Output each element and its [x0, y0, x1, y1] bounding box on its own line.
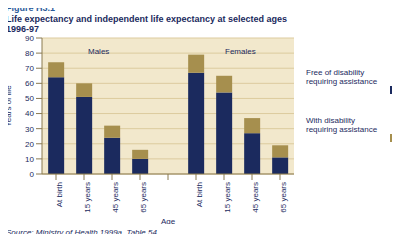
svg-text:45 years: 45 years	[251, 182, 260, 213]
svg-text:15 years: 15 years	[83, 182, 92, 213]
svg-text:40: 40	[25, 109, 34, 118]
svg-text:Years of life: Years of life	[8, 85, 13, 127]
html-text:Females: Females	[225, 47, 256, 56]
svg-text:30: 30	[25, 125, 34, 134]
svg-text:60: 60	[25, 79, 34, 88]
svg-text:0: 0	[30, 170, 35, 179]
html-text:Free of disability requiring a: Free of disability requiring assistance	[306, 68, 378, 86]
svg-text:10: 10	[25, 155, 34, 164]
html-text:With disability requiring assi: With disability requiring assistance	[306, 116, 378, 134]
svg-text:50: 50	[25, 94, 34, 103]
svg-text:At birth: At birth	[55, 182, 64, 207]
svg-text:80: 80	[25, 49, 34, 58]
html-text:Source: Ministry of Health 199: Source: Ministry of Health 1999a, Table …	[6, 228, 157, 237]
html-text:Males: Males	[88, 47, 110, 56]
html-text:Figure H3.1: Figure H3.1	[6, 3, 55, 13]
svg-text:90: 90	[25, 34, 34, 43]
svg-text:65 years: 65 years	[279, 182, 288, 213]
svg-text:20: 20	[25, 140, 34, 149]
svg-text:15 years: 15 years	[223, 182, 232, 213]
svg-text:65 years: 65 years	[139, 182, 148, 213]
svg-text:70: 70	[25, 64, 34, 73]
html-text:Life expectancy and independen: Life expectancy and independent life exp…	[6, 14, 288, 34]
svg-text:At birth: At birth	[195, 182, 204, 207]
svg-text:Age: Age	[161, 217, 176, 224]
svg-text:45 years: 45 years	[111, 182, 120, 213]
